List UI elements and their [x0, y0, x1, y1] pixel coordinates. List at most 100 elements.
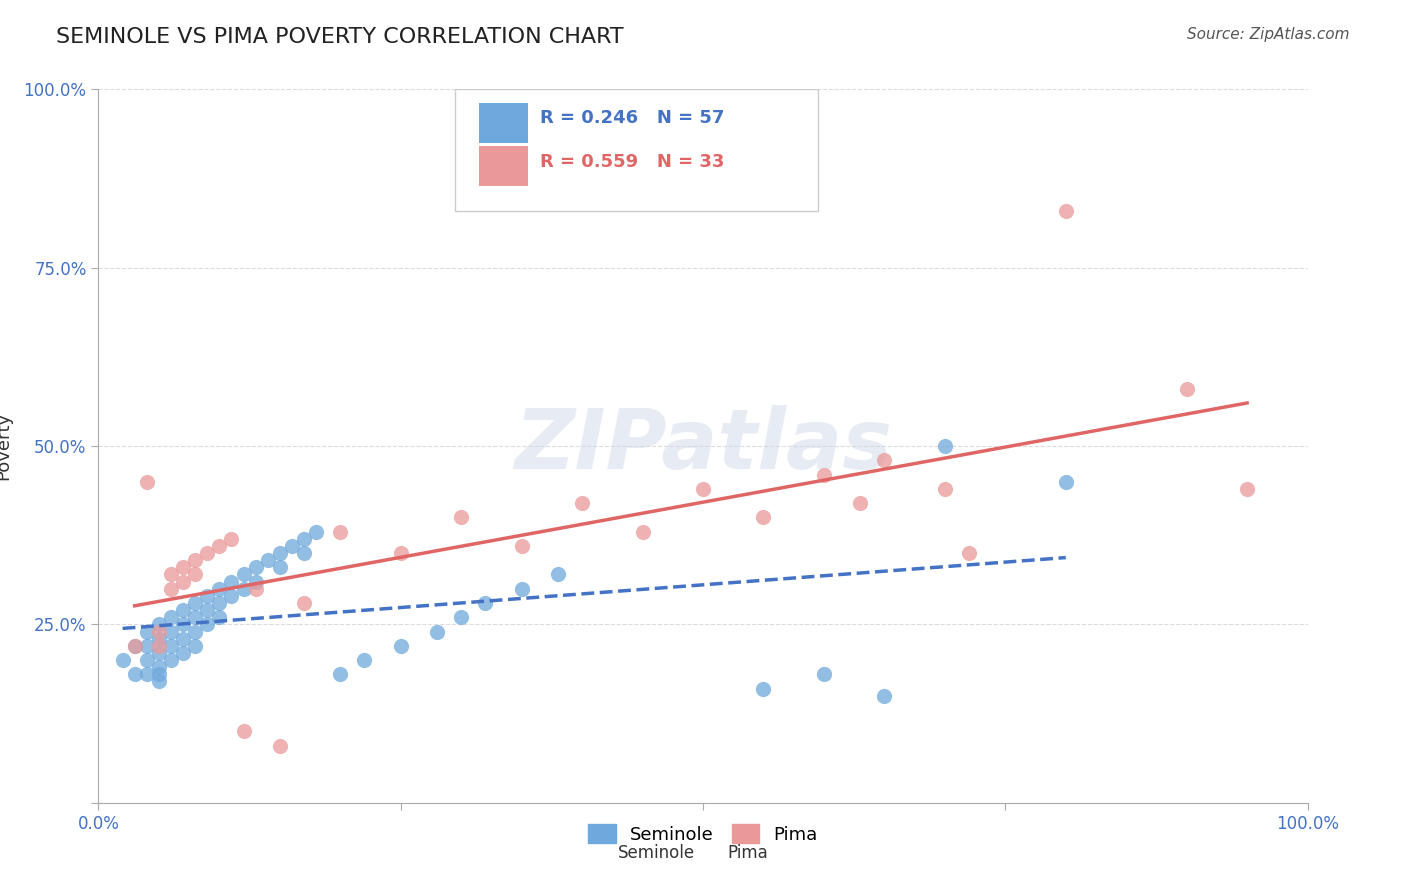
Point: [135, 667, 157, 681]
Point: [172, 632, 194, 646]
Point: [631, 524, 654, 539]
Point: [389, 546, 412, 560]
Point: [450, 610, 472, 624]
Point: [873, 689, 896, 703]
Point: [208, 582, 231, 596]
Point: [124, 639, 146, 653]
Point: [232, 567, 254, 582]
Point: [245, 574, 267, 589]
Point: [184, 553, 207, 567]
Point: [292, 596, 315, 610]
Point: [957, 546, 980, 560]
Point: [281, 539, 304, 553]
Point: [111, 653, 134, 667]
Point: [353, 653, 375, 667]
Point: [160, 567, 183, 582]
Point: [184, 624, 207, 639]
Point: [269, 560, 291, 574]
Text: R = 0.246   N = 57: R = 0.246 N = 57: [540, 109, 724, 127]
Point: [135, 624, 157, 639]
Point: [172, 603, 194, 617]
Point: [305, 524, 328, 539]
Point: [510, 539, 533, 553]
Point: [510, 582, 533, 596]
Point: [292, 532, 315, 546]
FancyBboxPatch shape: [479, 103, 527, 143]
Point: [292, 546, 315, 560]
Point: [547, 567, 569, 582]
Point: [148, 624, 170, 639]
Text: SEMINOLE VS PIMA POVERTY CORRELATION CHART: SEMINOLE VS PIMA POVERTY CORRELATION CHA…: [56, 27, 624, 46]
Point: [221, 589, 243, 603]
Point: [195, 546, 218, 560]
Point: [208, 610, 231, 624]
Point: [571, 496, 593, 510]
Point: [849, 496, 872, 510]
Point: [135, 639, 157, 653]
Point: [1175, 382, 1198, 396]
Point: [172, 646, 194, 660]
Point: [160, 639, 183, 653]
Point: [160, 582, 183, 596]
Point: [172, 617, 194, 632]
Point: [184, 610, 207, 624]
Point: [245, 582, 267, 596]
Point: [752, 681, 775, 696]
Point: [426, 624, 449, 639]
Text: ZIPatlas: ZIPatlas: [515, 406, 891, 486]
Point: [1236, 482, 1258, 496]
Point: [692, 482, 714, 496]
Point: [195, 603, 218, 617]
Point: [148, 632, 170, 646]
Point: [195, 617, 218, 632]
Point: [221, 532, 243, 546]
Point: [208, 539, 231, 553]
Point: [148, 674, 170, 689]
Text: Seminole: Seminole: [619, 844, 696, 862]
Point: [269, 546, 291, 560]
Point: [934, 439, 956, 453]
Point: [124, 667, 146, 681]
Point: [752, 510, 775, 524]
Point: [221, 574, 243, 589]
Text: Pima: Pima: [727, 844, 768, 862]
Point: [184, 639, 207, 653]
Point: [148, 617, 170, 632]
Text: Source: ZipAtlas.com: Source: ZipAtlas.com: [1187, 27, 1350, 42]
Point: [148, 639, 170, 653]
Point: [135, 475, 157, 489]
Point: [135, 653, 157, 667]
Point: [813, 467, 835, 482]
Point: [329, 667, 352, 681]
Point: [195, 589, 218, 603]
FancyBboxPatch shape: [479, 146, 527, 186]
Point: [148, 660, 170, 674]
Point: [160, 610, 183, 624]
Point: [1054, 203, 1077, 218]
Y-axis label: Poverty: Poverty: [0, 412, 13, 480]
Point: [232, 582, 254, 596]
Text: R = 0.559   N = 33: R = 0.559 N = 33: [540, 153, 724, 171]
Point: [124, 639, 146, 653]
Point: [256, 553, 278, 567]
Point: [184, 596, 207, 610]
Point: [474, 596, 496, 610]
Point: [148, 646, 170, 660]
Point: [232, 724, 254, 739]
Point: [450, 510, 472, 524]
Point: [148, 667, 170, 681]
Point: [1054, 475, 1077, 489]
Point: [160, 653, 183, 667]
Point: [934, 482, 956, 496]
FancyBboxPatch shape: [456, 89, 818, 211]
Point: [245, 560, 267, 574]
Point: [208, 596, 231, 610]
Point: [269, 739, 291, 753]
Point: [184, 567, 207, 582]
Legend: Seminole, Pima: Seminole, Pima: [581, 817, 825, 851]
Point: [873, 453, 896, 467]
Point: [329, 524, 352, 539]
Point: [160, 624, 183, 639]
Point: [813, 667, 835, 681]
Point: [172, 574, 194, 589]
